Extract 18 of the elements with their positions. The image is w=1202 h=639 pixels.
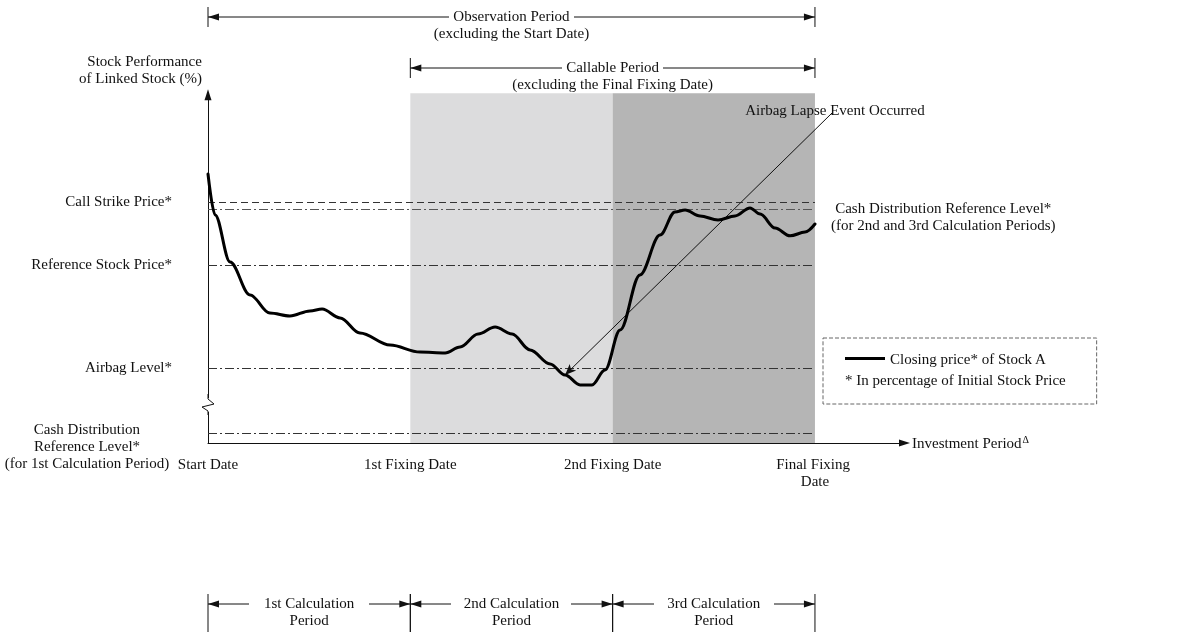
x-tick-label: 2nd Fixing Date: [563, 455, 662, 472]
text: Observation Period (excluding the Start Date): [432, 8, 591, 42]
x-tick-label: 1st Fixing Date: [364, 455, 457, 472]
annotation: Cash Distribution Reference Level* (for 2nd and 3rd Calculation Periods): [830, 199, 1056, 234]
annotation: * In percentage of Initial Stock Price: [845, 372, 1066, 389]
annotation: Reference Stock Price*: [30, 256, 172, 274]
text: 3rd Calculation Period: [653, 595, 774, 629]
text: Callable Period (excluding the Final Fixing Date): [511, 59, 714, 93]
annotation: Airbag Lapse Event Occurred: [745, 102, 926, 119]
annotation: Call Strike Price*: [64, 193, 172, 211]
text: Stock Performance of Linked Stock (%): [79, 53, 202, 88]
text: 2nd Calculation Period: [451, 595, 572, 629]
annotation: Cash Distribution Reference Level* (for 1st Calculation Period): [3, 421, 171, 473]
text: 1st Calculation Period: [249, 595, 370, 629]
x-tick-label: Start Date: [177, 455, 239, 472]
x-tick-label: Final Fixing Date: [776, 455, 854, 489]
annotation: Airbag Level*: [83, 359, 172, 377]
legend-label: Closing price* of Stock A: [890, 350, 1046, 367]
